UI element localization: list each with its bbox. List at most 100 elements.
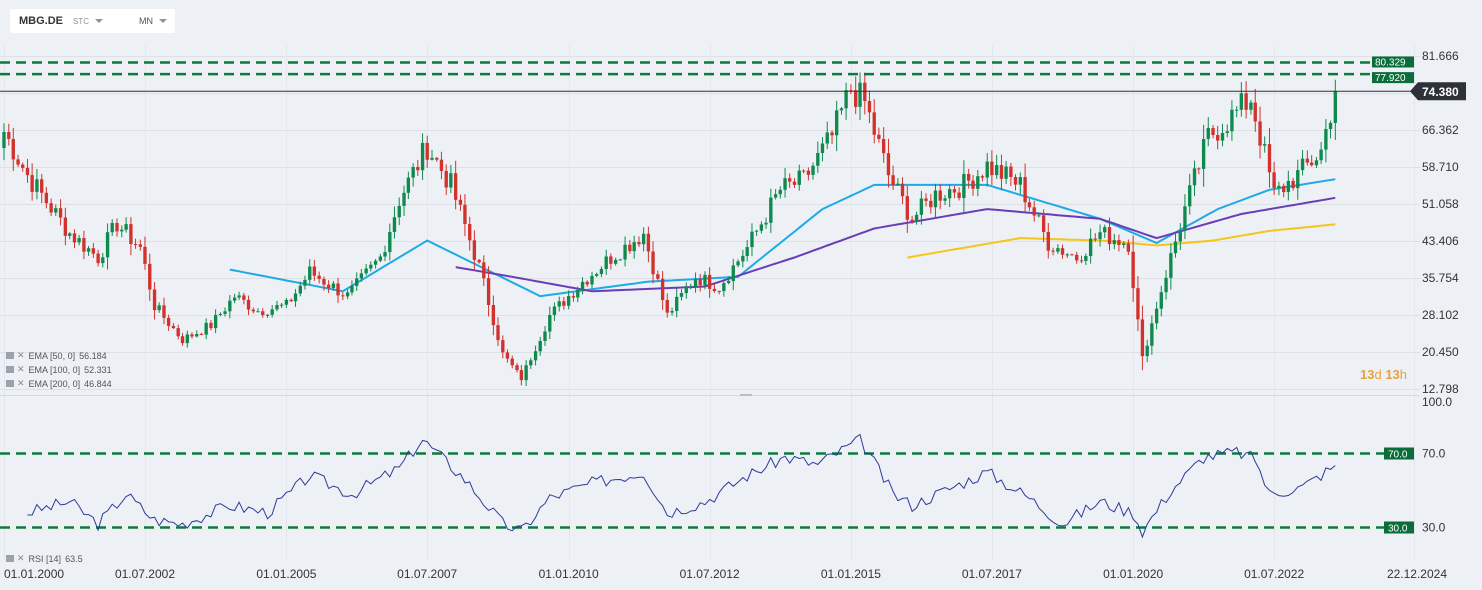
candle[interactable] [185, 330, 189, 348]
candle[interactable] [839, 106, 844, 115]
candle[interactable] [632, 235, 636, 259]
candle[interactable] [242, 292, 246, 305]
candle[interactable] [1300, 150, 1305, 176]
candle[interactable] [1225, 124, 1229, 138]
candle[interactable] [501, 335, 505, 359]
candle[interactable] [392, 206, 397, 239]
candle[interactable] [872, 99, 876, 144]
candle[interactable] [223, 307, 227, 317]
candle[interactable] [425, 135, 429, 168]
candle[interactable] [143, 236, 147, 270]
candle[interactable] [1263, 136, 1267, 153]
candle[interactable] [195, 330, 199, 338]
candle[interactable] [905, 185, 909, 233]
candle[interactable] [1211, 125, 1215, 139]
candle[interactable] [256, 308, 260, 313]
candle[interactable] [745, 239, 749, 262]
rsi-series-line[interactable] [27, 433, 1336, 539]
candle[interactable] [232, 293, 237, 304]
candle[interactable] [293, 288, 298, 307]
candle[interactable] [599, 266, 604, 278]
candle[interactable] [557, 296, 561, 312]
candle[interactable] [571, 292, 576, 302]
candle[interactable] [641, 227, 646, 252]
legend-ema-100[interactable]: ✕ EMA [100, 0] 52.331 [6, 364, 112, 375]
candle[interactable] [769, 188, 773, 233]
candle[interactable] [326, 280, 331, 293]
candle[interactable] [548, 306, 552, 340]
candle[interactable] [1197, 167, 1201, 175]
candle[interactable] [1117, 234, 1121, 252]
candle[interactable] [505, 349, 510, 363]
settings-icon[interactable] [6, 366, 14, 373]
candle[interactable] [811, 162, 815, 180]
candle[interactable] [1140, 305, 1145, 371]
legend-ema-50[interactable]: ✕ EMA [50, 0] 56.184 [6, 350, 107, 361]
candle[interactable] [1070, 253, 1074, 256]
candle[interactable] [891, 165, 895, 190]
candle[interactable] [1056, 244, 1060, 255]
candle[interactable] [1183, 194, 1187, 240]
candle[interactable] [830, 130, 834, 144]
legend-rsi[interactable]: ✕ RSI [14] 63.5 [6, 553, 83, 564]
candle[interactable] [881, 127, 886, 163]
candle[interactable] [251, 307, 256, 314]
candle[interactable] [792, 178, 797, 188]
candle[interactable] [651, 241, 655, 284]
candle[interactable] [237, 291, 241, 301]
candle[interactable] [1286, 170, 1291, 201]
candle[interactable] [16, 154, 20, 167]
candle[interactable] [496, 317, 500, 346]
candle[interactable] [910, 215, 914, 224]
candle[interactable] [783, 167, 787, 198]
candle[interactable] [1169, 243, 1173, 290]
candle[interactable] [86, 245, 91, 256]
candle[interactable] [1258, 106, 1262, 159]
candle[interactable] [322, 276, 326, 291]
candle[interactable] [712, 284, 717, 293]
candle[interactable] [1277, 181, 1281, 196]
candle[interactable] [209, 320, 213, 331]
close-icon[interactable]: ✕ [17, 378, 25, 388]
candle[interactable] [1173, 232, 1178, 258]
candle[interactable] [1098, 224, 1102, 247]
candle[interactable] [444, 164, 448, 195]
candle[interactable] [867, 90, 872, 124]
candle[interactable] [355, 272, 359, 291]
candle[interactable] [576, 286, 580, 303]
candle[interactable] [834, 100, 839, 152]
close-icon[interactable]: ✕ [17, 553, 25, 563]
candle[interactable] [510, 355, 514, 369]
candle[interactable] [190, 332, 194, 339]
candle[interactable] [896, 178, 900, 186]
settings-icon[interactable] [6, 555, 14, 562]
candle[interactable] [759, 221, 764, 234]
candle[interactable] [594, 272, 599, 278]
candle[interactable] [703, 271, 707, 290]
symbol-label[interactable]: MBG.DE [19, 15, 63, 27]
candle[interactable] [345, 289, 350, 300]
candle[interactable] [1159, 285, 1163, 317]
candle[interactable] [298, 281, 302, 297]
candle[interactable] [463, 194, 467, 237]
candle[interactable] [698, 273, 702, 292]
candle[interactable] [213, 309, 218, 334]
candle[interactable] [11, 127, 15, 171]
candle[interactable] [373, 258, 378, 269]
candle[interactable] [515, 363, 519, 373]
candle[interactable] [990, 150, 994, 185]
candle[interactable] [1178, 223, 1182, 250]
candle[interactable] [341, 292, 345, 301]
candle[interactable] [96, 249, 100, 267]
candle[interactable] [628, 239, 632, 254]
candle[interactable] [726, 276, 731, 285]
close-icon[interactable]: ✕ [17, 350, 25, 360]
candle[interactable] [952, 186, 957, 199]
candle[interactable] [453, 160, 458, 210]
rsi-axis[interactable]: 100.0 70.0 30.0 [1422, 395, 1452, 535]
candle[interactable] [228, 294, 232, 319]
candle[interactable] [312, 259, 317, 281]
candle[interactable] [468, 216, 472, 251]
candle[interactable] [133, 238, 138, 249]
candle[interactable] [270, 305, 274, 318]
